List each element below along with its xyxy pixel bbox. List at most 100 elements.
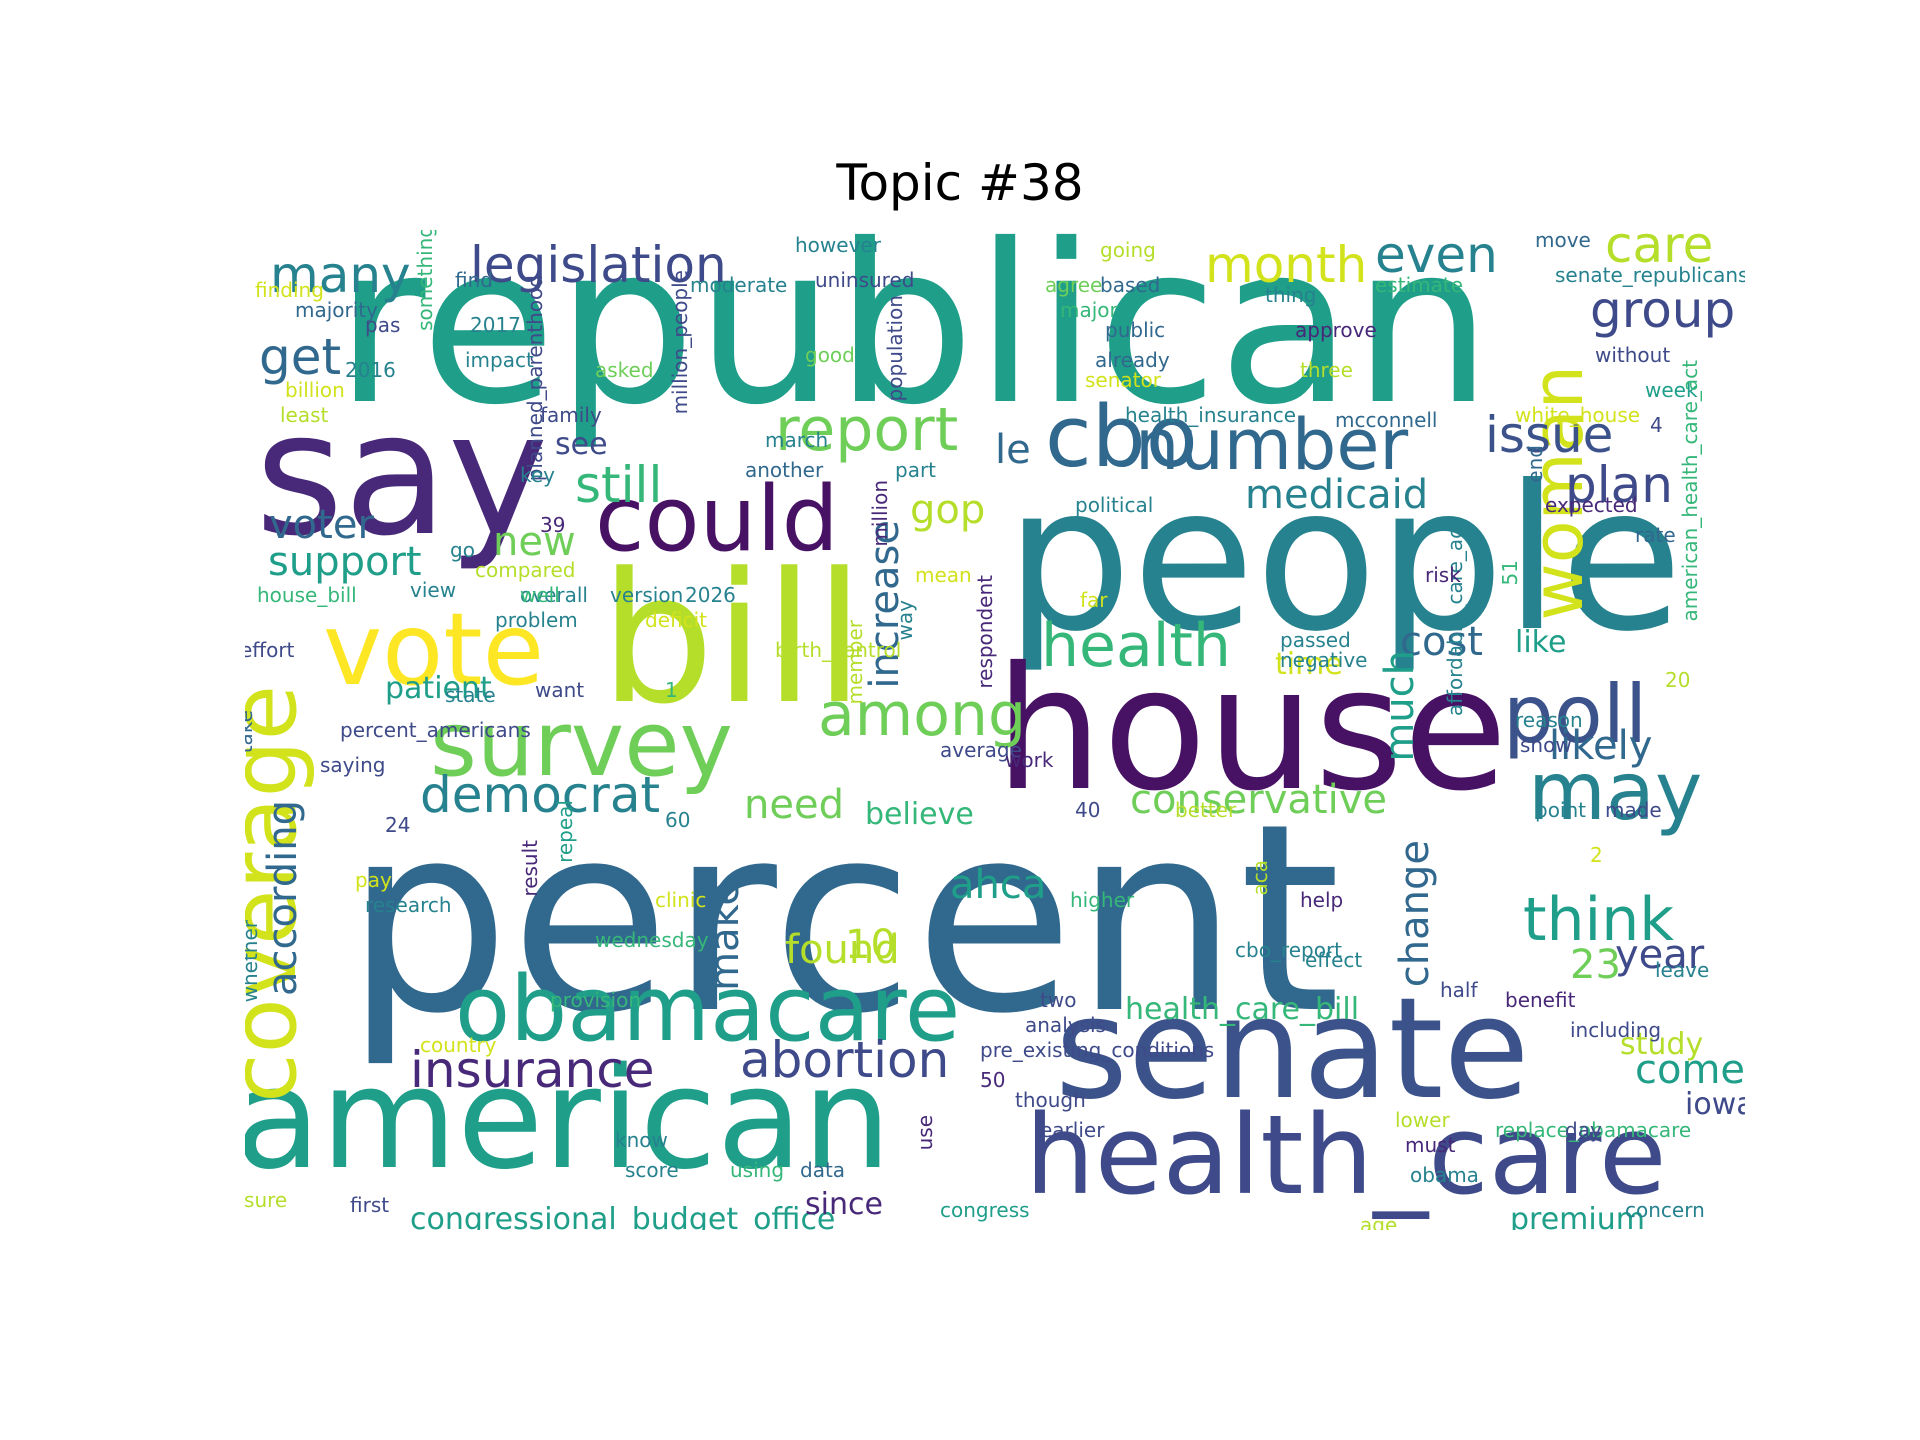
cloud-word: change	[1392, 840, 1438, 988]
cloud-word: care	[1605, 230, 1714, 274]
cloud-word: clinic	[655, 888, 707, 912]
cloud-word: made	[1605, 798, 1662, 822]
cloud-word: democrat	[420, 766, 661, 824]
cloud-word: think	[1523, 885, 1674, 955]
cloud-word: month	[1205, 236, 1368, 294]
cloud-word: measure	[245, 1188, 288, 1212]
cloud-word: data	[800, 1158, 846, 1182]
cloud-word: population	[883, 295, 907, 402]
cloud-word: moderate	[690, 273, 788, 297]
cloud-word: 2	[1590, 843, 1603, 867]
cloud-word: point	[1535, 798, 1587, 822]
cloud-word: whether	[245, 920, 262, 1003]
cloud-word: white_house	[1515, 403, 1641, 427]
cloud-word: abortion	[740, 1031, 950, 1089]
cloud-word: premium	[1510, 1202, 1645, 1231]
cloud-word: estimate	[1375, 273, 1464, 297]
cloud-word: american	[245, 1038, 892, 1201]
cloud-word: passed	[1280, 628, 1351, 652]
cloud-word: report	[775, 395, 959, 465]
cloud-word: come	[1635, 1047, 1745, 1093]
cloud-word: health	[1041, 611, 1231, 681]
cloud-word: health_care_bill	[1125, 992, 1360, 1027]
cloud-word: good	[805, 343, 855, 367]
cloud-word: problem	[495, 608, 578, 632]
cloud-word: higher	[1070, 888, 1135, 912]
cloud-word: health_insurance	[1125, 403, 1297, 427]
cloud-word: part	[895, 458, 937, 482]
cloud-word: aca	[1248, 860, 1272, 896]
cloud-word: political	[1075, 493, 1154, 517]
cloud-word: research	[365, 893, 452, 917]
cloud-word: million_people	[668, 270, 692, 415]
cloud-word: medicaid	[1245, 472, 1429, 518]
cloud-word: use	[913, 1115, 937, 1151]
cloud-word: according	[260, 800, 306, 996]
cloud-word: insurance	[410, 1041, 655, 1099]
cloud-word: repeal	[553, 800, 577, 863]
cloud-word: legislation	[470, 236, 727, 294]
cloud-word: ahca	[950, 862, 1047, 908]
cloud-word: concern	[1625, 1198, 1705, 1222]
cloud-word: see	[555, 427, 608, 462]
cloud-word: find	[455, 268, 493, 292]
cloud-word: public	[1105, 318, 1166, 342]
cloud-word: based	[1100, 273, 1161, 297]
cloud-word: poll	[1503, 668, 1648, 761]
cloud-word: average	[940, 738, 1022, 762]
cloud-word: cbo	[1045, 388, 1198, 487]
cloud-word: mcconnell	[1335, 408, 1438, 432]
cloud-word: 2017	[470, 313, 521, 337]
cloud-word: rate	[1635, 523, 1676, 547]
cloud-word: deficit	[645, 608, 707, 632]
cloud-word: mean	[915, 563, 972, 587]
cloud-word: know	[615, 1128, 668, 1152]
cloud-word: support	[268, 539, 422, 585]
cloud-word: pre_existing_conditions	[980, 1038, 1215, 1062]
cloud-word: congressional_budget_office	[410, 1202, 836, 1231]
cloud-word: better	[1175, 798, 1237, 822]
cloud-word: 4	[1650, 413, 1663, 437]
cloud-word: end	[1523, 445, 1547, 483]
cloud-word: survey	[430, 692, 733, 797]
cloud-word: thing	[1265, 283, 1317, 307]
cloud-word: work	[1005, 748, 1054, 772]
cloud-word: negative	[1280, 648, 1368, 672]
cloud-word: result	[518, 840, 542, 897]
cloud-word: 39	[540, 513, 566, 537]
cloud-word: gop	[910, 487, 986, 533]
cloud-word: overall	[520, 583, 588, 607]
cloud-word: leave	[1655, 958, 1710, 982]
cloud-word: respondent	[973, 575, 997, 689]
cloud-word: though	[1015, 1088, 1086, 1112]
cloud-word: three	[1300, 358, 1353, 382]
cloud-word: likely	[1549, 723, 1653, 769]
cloud-word: pas	[365, 313, 401, 337]
cloud-word: issue	[1485, 406, 1614, 464]
cloud-word: effort	[245, 638, 295, 662]
cloud-word: uninsured	[815, 268, 915, 292]
cloud-word: half	[1440, 978, 1478, 1002]
plot-title: Topic #38	[836, 154, 1084, 212]
cloud-word: way	[893, 600, 917, 641]
cloud-word: house	[995, 631, 1508, 829]
cloud-word: including	[1570, 1018, 1662, 1042]
cloud-word: year	[1615, 932, 1705, 978]
cloud-word: finding	[255, 278, 324, 302]
cloud-word: still	[575, 456, 663, 514]
cloud-word: health_care	[1025, 1091, 1667, 1219]
cloud-word: time	[1275, 647, 1343, 682]
cloud-word: 40	[1075, 798, 1101, 822]
cloud-word: effect	[1305, 948, 1363, 972]
cloud-word: conservative	[1130, 777, 1387, 823]
cloud-word: show	[1520, 733, 1572, 757]
cloud-word: going	[1100, 238, 1156, 262]
cloud-word: version	[610, 583, 684, 607]
cloud-word: move	[1535, 230, 1591, 252]
cloud-word: expected	[1545, 493, 1638, 517]
cloud-word: obama	[1410, 1163, 1479, 1187]
cloud-word: majority	[295, 298, 378, 322]
cloud-word: family	[540, 403, 602, 427]
cloud-word: member	[843, 620, 867, 705]
cloud-word: 50	[980, 1068, 1006, 1092]
